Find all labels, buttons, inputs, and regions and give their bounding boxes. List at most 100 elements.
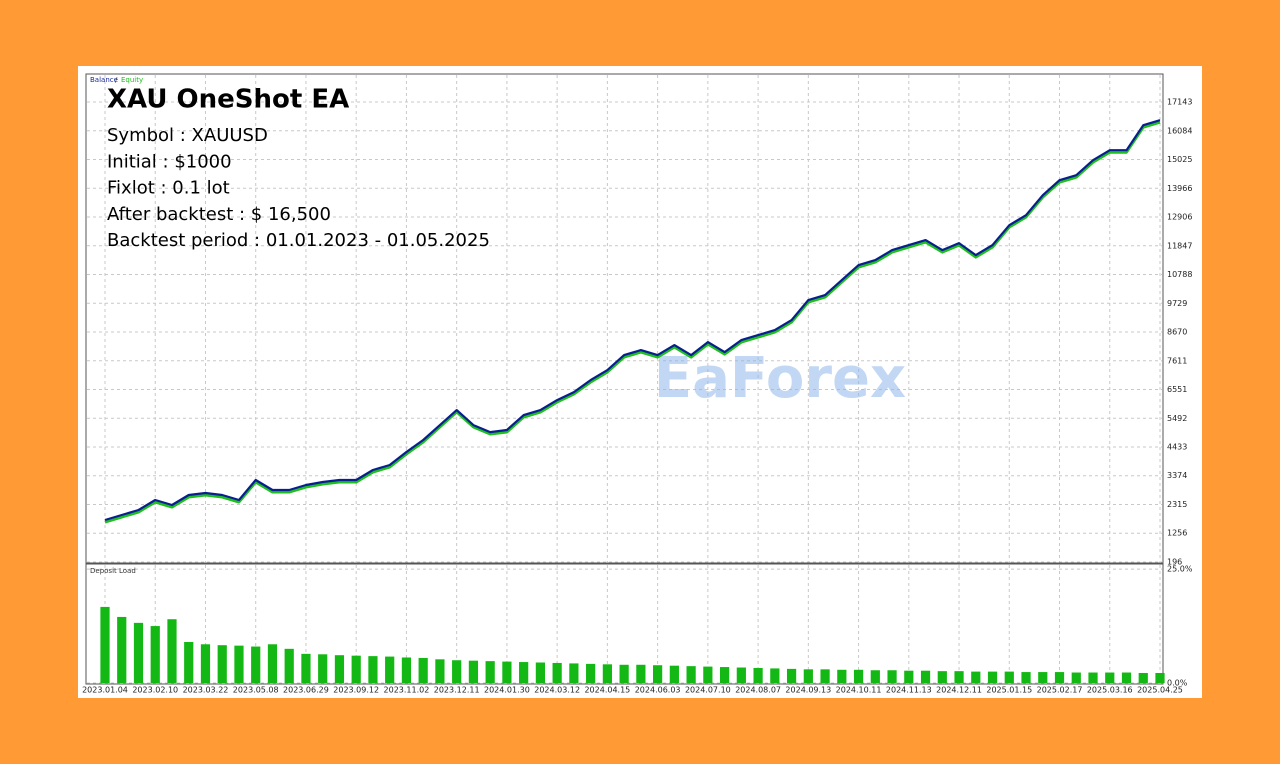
bar [452,660,462,683]
bar [870,670,880,683]
bar [653,665,663,683]
overlay-line: Fixlot : 0.1 lot [107,178,230,199]
overlay-line: Initial : $1000 [107,151,232,172]
watermark: EaForex [654,346,906,411]
bar [150,626,160,683]
x-tick-label: 2024.07.10 [685,686,731,695]
main-frame [85,73,1164,564]
y-tick-label: 2315 [1167,500,1187,509]
bar [117,616,127,683]
bar [820,669,830,683]
y-tick-label: 13966 [1167,184,1192,193]
bar [586,663,596,683]
bar [987,671,998,683]
bar [217,645,227,683]
panel [78,66,1202,698]
bar [318,654,328,683]
legend-equity: Equity [121,76,143,84]
y-tick-label: 4433 [1167,443,1187,452]
x-tick-label: 2023.03.22 [183,686,229,695]
bar [1105,672,1115,683]
y-tick-label: 7611 [1167,356,1187,365]
bar [686,666,696,683]
bar [519,662,529,683]
bar [954,671,964,683]
y-tick-label: 8670 [1167,328,1187,337]
y-tick-label: 5492 [1167,414,1187,423]
overlay-line: Backtest period : 01.01.2023 - 01.05.202… [107,230,490,251]
bar [753,667,763,683]
bar [786,668,797,683]
bar [1054,672,1065,683]
bar [351,655,361,683]
load-frame [85,563,1164,685]
bar [502,661,512,683]
bar [133,622,144,683]
x-tick-label: 2024.08.07 [735,686,781,695]
y-tick-label: 9729 [1167,299,1187,308]
bar [1004,671,1014,683]
y-tick-label: 17143 [1167,98,1192,107]
bar [368,656,378,683]
marks [100,119,1165,683]
x-tick-label: 2023.05.08 [233,686,279,695]
bar [937,671,947,683]
x-tick-label: 2024.09.13 [785,686,831,695]
bar [234,645,244,683]
y-tick-label: 12906 [1167,213,1192,222]
y-tick-label: 0.0% [1167,679,1188,688]
x-tick-label: 2024.04.15 [584,686,630,695]
bar [1021,672,1031,683]
bar [167,619,177,683]
bar [920,670,931,683]
y-tick-label: 3374 [1167,471,1187,480]
overlay-line: Symbol : XAUUSD [107,125,268,146]
bar [1155,672,1165,683]
bar [284,648,294,683]
x-tick-label: 2025.01.15 [986,686,1032,695]
y-tick-label: 10788 [1167,270,1192,279]
x-tick-label: 2023.12.11 [434,686,480,695]
bar [334,655,345,683]
x-tick-label: 2024.03.12 [534,686,580,695]
overlay-lines: Symbol : XAUUSD Initial : $1000 Fixlot : 0… [107,125,490,251]
x-tick-label: 2025.02.17 [1037,686,1083,695]
bar [418,657,428,683]
x-tick-label: 2023.02.10 [132,686,178,695]
x-tick-label: 2024.11.13 [886,686,932,695]
bar [1071,672,1081,683]
bar [703,666,713,683]
x-tick-label: 2023.06.29 [283,686,329,695]
legend-separator: / [115,76,118,84]
y-tick-label: 16084 [1167,126,1192,135]
bar [770,668,780,683]
bar [301,653,311,683]
bar [401,657,412,683]
bar [535,662,546,683]
x-tick-label: 2024.10.11 [836,686,882,695]
load-title: Deposit Load [90,567,136,575]
bar [251,646,261,683]
bar [1088,672,1098,683]
overlay-title: XAU OneShot EA [107,85,349,115]
bar [904,670,914,683]
bar [435,659,445,683]
bar [385,656,395,683]
y-tick-label: 1256 [1167,529,1187,538]
bar [569,663,579,683]
bar [887,670,897,683]
series-line [104,119,1161,522]
bar [719,667,730,683]
y-tick-label: 25.0% [1167,565,1193,574]
bar [552,662,562,683]
x-tick-label: 2023.11.02 [384,686,430,695]
x-tick-label: 2025.04.25 [1137,686,1183,695]
x-tick-label: 2024.06.03 [635,686,681,695]
x-tick-label: 2024.01.30 [484,686,530,695]
bar [602,664,612,683]
bar [1138,672,1148,683]
bar [184,641,194,683]
bar [200,644,211,683]
bar [485,661,495,683]
